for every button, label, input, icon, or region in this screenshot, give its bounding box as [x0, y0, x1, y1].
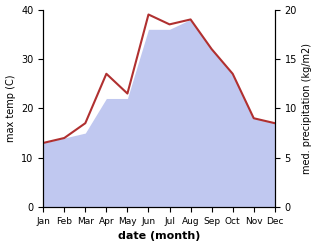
X-axis label: date (month): date (month) [118, 231, 200, 242]
Y-axis label: max temp (C): max temp (C) [5, 75, 16, 142]
Y-axis label: med. precipitation (kg/m2): med. precipitation (kg/m2) [302, 43, 313, 174]
